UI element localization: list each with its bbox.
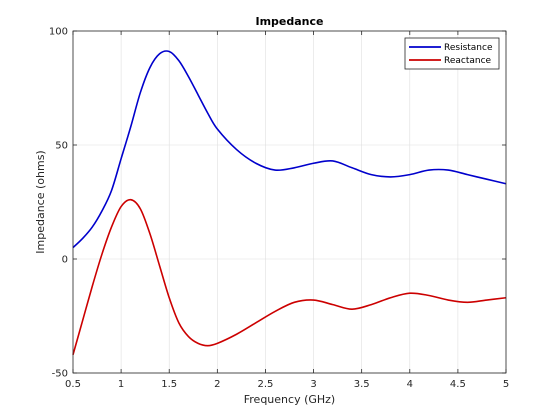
plot-area (73, 31, 506, 373)
x-tick-label: 5 (503, 379, 509, 390)
x-tick-label: 3 (310, 379, 316, 390)
ticks (72, 30, 507, 374)
x-tick-label: 1 (118, 379, 124, 390)
series-layer (72, 50, 507, 355)
x-tick-label: 2 (214, 379, 220, 390)
y-tick-label: -50 (52, 369, 68, 380)
x-axis-label: Frequency (GHz) (244, 393, 335, 406)
x-tick-label: 2.5 (257, 379, 273, 390)
legend: Resistance Reactance (404, 37, 500, 70)
y-tick-label: 50 (55, 141, 68, 152)
x-tick-label: 1.5 (161, 379, 177, 390)
legend-label-reactance: Reactance (444, 56, 492, 66)
legend-label-resistance: Resistance (444, 43, 493, 53)
x-tick-label: 0.5 (65, 379, 81, 390)
plot-frame (72, 30, 507, 374)
series-line-reactance (72, 198, 507, 355)
x-tick-label: 4.5 (450, 379, 466, 390)
series-line-resistance (72, 50, 507, 249)
x-tick-label: 3.5 (354, 379, 370, 390)
y-tick-label: 100 (49, 27, 68, 38)
y-axis-label: Impedance (ohms) (34, 150, 47, 253)
chart-title: Impedance (256, 15, 324, 28)
x-tick-label: 4 (407, 379, 413, 390)
tick-labels: 0.5 1 1.5 2 2.5 3 3.5 4 4.5 5 -50 0 50 100 (49, 27, 509, 391)
legend-box (404, 37, 500, 70)
y-tick-label: 0 (62, 255, 68, 266)
